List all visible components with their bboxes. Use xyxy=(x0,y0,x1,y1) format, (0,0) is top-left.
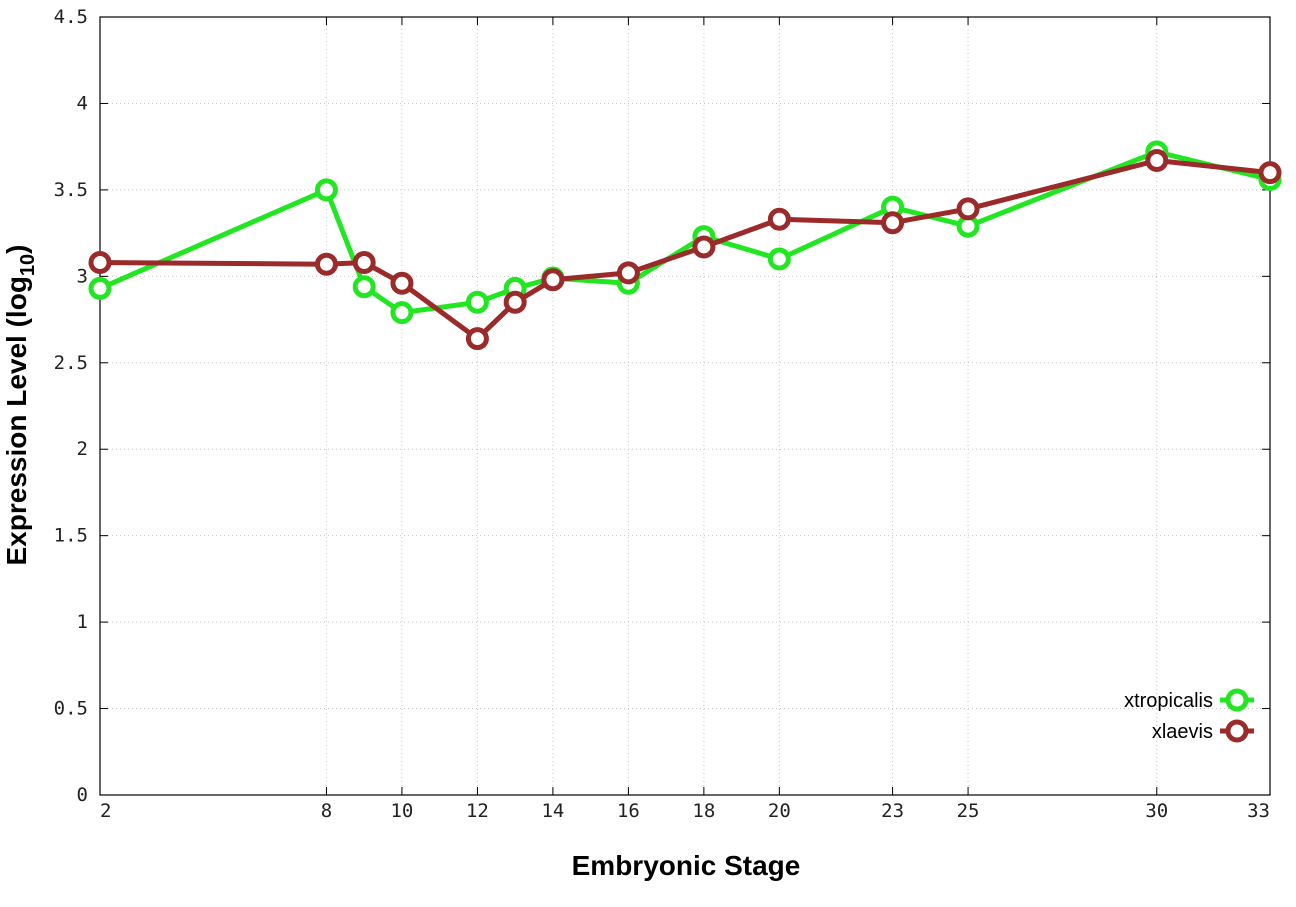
legend-label-xlaevis: xlaevis xyxy=(1152,721,1213,743)
x-tick-label: 33 xyxy=(1247,800,1270,822)
series-xtropicalis xyxy=(88,140,1282,325)
y-tick-label: 0.5 xyxy=(54,698,88,720)
data-point xyxy=(616,261,640,285)
grid xyxy=(100,17,1270,795)
y-axis: 0 0.5 1 1.5 2 2.5 3 3.5 4 4.5 xyxy=(54,6,88,806)
y-axis-title-close: ) xyxy=(1,245,32,254)
y-tick-label: 3 xyxy=(77,265,88,287)
legend-entry-xlaevis: xlaevis xyxy=(1152,719,1254,743)
data-point xyxy=(1145,148,1169,172)
data-point xyxy=(314,252,338,276)
data-point xyxy=(503,290,527,314)
x-tick-label: 30 xyxy=(1145,800,1168,822)
axis-ticks xyxy=(99,16,1271,796)
x-axis-title: Embryonic Stage xyxy=(572,850,801,881)
x-axis: 2 8 10 12 14 16 18 20 23 25 30 33 xyxy=(100,800,1270,822)
y-axis-title-main: Expression Level (log xyxy=(1,276,32,565)
data-point xyxy=(541,268,565,292)
data-point xyxy=(767,207,791,231)
data-point xyxy=(314,178,338,202)
data-point xyxy=(390,301,414,325)
data-point xyxy=(465,290,489,314)
series xyxy=(88,140,1282,351)
x-tick-label: 16 xyxy=(617,800,640,822)
plot-area xyxy=(99,16,1271,796)
data-point xyxy=(352,275,376,299)
data-point xyxy=(88,251,112,275)
series-xlaevis xyxy=(88,148,1282,351)
y-tick-label: 4.5 xyxy=(54,6,88,28)
y-tick-label: 3.5 xyxy=(54,179,88,201)
x-tick-label: 23 xyxy=(881,800,904,822)
y-tick-label: 2.5 xyxy=(54,352,88,374)
legend-label-xtropicalis: xtropicalis xyxy=(1124,690,1213,712)
y-axis-title-subscript: 10 xyxy=(17,254,39,276)
data-point xyxy=(956,197,980,221)
x-tick-label: 20 xyxy=(768,800,791,822)
data-point xyxy=(465,327,489,351)
data-point xyxy=(881,211,905,235)
y-tick-label: 0 xyxy=(77,784,88,806)
legend-swatch-marker xyxy=(1225,688,1249,712)
x-tick-label: 10 xyxy=(390,800,413,822)
data-point xyxy=(352,251,376,275)
y-tick-label: 4 xyxy=(77,92,88,114)
data-point xyxy=(390,271,414,295)
data-point xyxy=(767,247,791,271)
data-point xyxy=(88,276,112,300)
legend-entry-xtropicalis: xtropicalis xyxy=(1124,688,1254,712)
x-tick-label: 2 xyxy=(100,800,111,822)
x-tick-label: 14 xyxy=(541,800,564,822)
data-point xyxy=(692,235,716,259)
data-point xyxy=(1258,161,1282,185)
x-tick-label: 18 xyxy=(692,800,715,822)
legend: xtropicalis xlaevis xyxy=(1124,688,1254,743)
x-tick-label: 12 xyxy=(466,800,489,822)
x-tick-label: 8 xyxy=(321,800,332,822)
y-tick-label: 1 xyxy=(77,611,88,633)
y-tick-label: 1.5 xyxy=(54,525,88,547)
y-axis-title: Expression Level (log10) xyxy=(1,245,39,566)
y-tick-label: 2 xyxy=(77,438,88,460)
x-tick-label: 25 xyxy=(957,800,980,822)
legend-swatch-marker xyxy=(1225,719,1249,743)
